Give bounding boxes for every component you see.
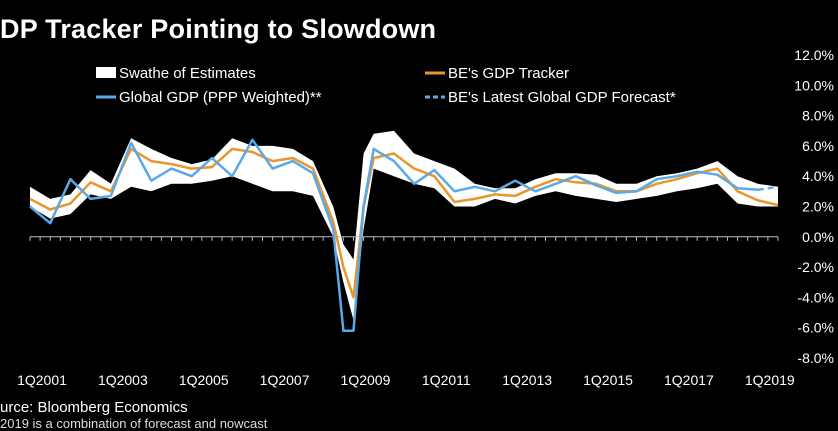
y-tick-label: 0.0% xyxy=(802,229,834,245)
x-tick-label: 1Q2001 xyxy=(17,372,67,388)
legend-label: Swathe of Estimates xyxy=(119,65,256,82)
y-tick-label: -2.0% xyxy=(797,259,834,275)
legend: Swathe of Estimates BE's GDP Tracker Globa… xyxy=(96,65,676,106)
estimate-band xyxy=(30,130,778,321)
x-tick-label: 1Q2019 xyxy=(745,372,795,388)
source-note: urce: Bloomberg Economics xyxy=(0,399,188,416)
x-tick-label: 1Q2003 xyxy=(98,372,148,388)
y-tick-label: 4.0% xyxy=(802,168,834,184)
y-tick-label: -8.0% xyxy=(797,350,834,366)
x-axis-ticks: 1Q2001 1Q2003 1Q2005 1Q2007 1Q2009 1Q2011 1Q20… xyxy=(17,372,795,388)
x-tick-label: 1Q2005 xyxy=(179,372,229,388)
y-axis-ticks: 12.0% 10.0% 8.0% 6.0% 4.0% 2.0% 0.0% -2.0% -4.0%… xyxy=(794,47,834,366)
footnote: 2019 is a combination of forecast and no… xyxy=(0,416,268,431)
legend-label: BE's GDP Tracker xyxy=(448,65,569,82)
series-layer xyxy=(29,138,779,332)
series-line-global-gdp-ppp-weighted xyxy=(29,138,758,332)
y-tick-label: -4.0% xyxy=(797,289,834,305)
chart-title: DP Tracker Pointing to Slowdown xyxy=(0,14,437,44)
estimate-band-layer xyxy=(30,130,778,321)
y-tick-label: 10.0% xyxy=(794,77,834,93)
chart-area: 12.0% 10.0% 8.0% 6.0% 4.0% 2.0% 0.0% -2.0% -4.0%… xyxy=(17,47,834,388)
x-tick-label: 1Q2007 xyxy=(260,372,310,388)
y-tick-label: 2.0% xyxy=(802,199,834,215)
legend-label: BE's Latest Global GDP Forecast* xyxy=(448,89,676,106)
legend-label: Global GDP (PPP Weighted)** xyxy=(119,89,322,106)
legend-swatch-band xyxy=(96,67,116,78)
x-tick-label: 1Q2015 xyxy=(583,372,633,388)
series-line-be-s-latest-global-gdp-forecast xyxy=(757,185,779,192)
y-tick-label: -6.0% xyxy=(797,320,834,336)
x-tick-label: 1Q2013 xyxy=(502,372,552,388)
x-tick-label: 1Q2017 xyxy=(664,372,714,388)
x-tick-label: 1Q2011 xyxy=(422,372,471,388)
y-tick-label: 8.0% xyxy=(802,108,834,124)
zero-axis-ticks xyxy=(29,236,779,241)
y-tick-label: 6.0% xyxy=(802,138,834,154)
x-tick-label: 1Q2009 xyxy=(341,372,391,388)
y-tick-label: 12.0% xyxy=(794,47,834,63)
